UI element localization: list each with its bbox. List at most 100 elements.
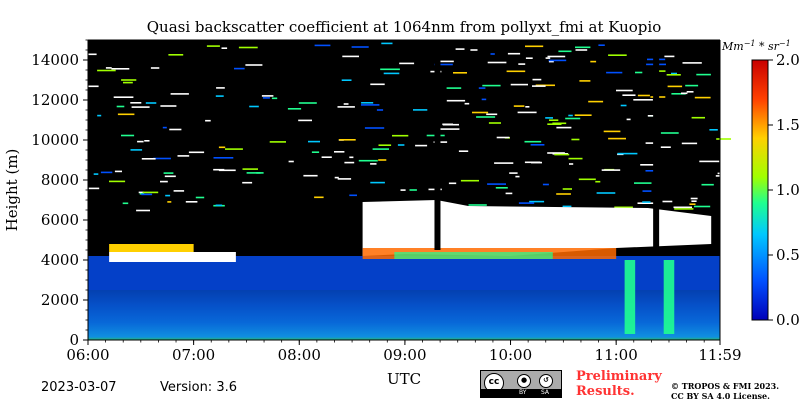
- noise-speck: [709, 129, 718, 131]
- thin-cloud-edge: [109, 244, 194, 252]
- x-tick-label: 10:00: [489, 346, 532, 364]
- noise-speck: [637, 94, 650, 97]
- noise-speck: [343, 103, 349, 105]
- noise-speck: [100, 171, 113, 174]
- noise-speck: [578, 178, 596, 181]
- noise-speck: [476, 116, 496, 118]
- noise-speck: [415, 144, 428, 147]
- noise-speck: [608, 54, 627, 56]
- y-tick-label: 10000: [31, 131, 79, 149]
- noise-speck: [496, 136, 510, 139]
- noise-speck: [674, 208, 694, 210]
- noise-speck: [349, 156, 354, 159]
- noise-speck: [506, 70, 526, 73]
- noise-speck: [376, 109, 384, 111]
- noise-speck: [667, 85, 683, 88]
- noise-speck: [701, 183, 714, 186]
- noise-speck: [88, 187, 100, 190]
- noise-speck: [378, 159, 387, 161]
- noise-speck: [694, 205, 711, 208]
- noise-speck: [571, 138, 580, 141]
- noise-speck: [164, 175, 176, 178]
- boundary-layer: [88, 290, 720, 340]
- noise-speck: [351, 46, 369, 48]
- noise-speck: [409, 189, 417, 191]
- noise-speck: [562, 205, 572, 208]
- cc-sa-label: SA: [541, 389, 550, 396]
- y-tick-label: 12000: [31, 91, 79, 109]
- noise-speck: [568, 157, 583, 160]
- noise-speck: [524, 140, 542, 143]
- noise-speck: [642, 190, 652, 192]
- x-tick-label: 06:00: [66, 346, 109, 364]
- noise-speck: [660, 132, 679, 134]
- noise-speck: [439, 128, 460, 130]
- noise-speck: [472, 111, 489, 114]
- noise-speck: [413, 109, 428, 111]
- y-tick-label: 0: [69, 331, 79, 349]
- y-tick-label: 8000: [41, 171, 79, 189]
- noise-speck: [397, 144, 405, 146]
- noise-speck: [598, 44, 605, 46]
- noise-speck: [358, 159, 378, 162]
- y-tick-label: 6000: [41, 211, 79, 229]
- noise-speck: [487, 61, 507, 64]
- noise-speck: [334, 176, 339, 179]
- noise-speck: [392, 134, 409, 137]
- x-tick-label: 11:59: [698, 346, 741, 364]
- noise-speck: [434, 63, 453, 66]
- noise-speck: [378, 144, 392, 146]
- noise-speck: [515, 175, 520, 178]
- noise-speck: [505, 192, 513, 195]
- noise-speck: [442, 123, 459, 126]
- noise-speck: [608, 137, 626, 140]
- noise-speck: [660, 146, 671, 148]
- signal-gap: [434, 40, 441, 250]
- copyright-line2: CC BY SA 4.0 License.: [671, 391, 770, 401]
- noise-speck: [361, 104, 380, 106]
- signal-gap: [653, 40, 660, 250]
- cc-icon: cc: [484, 373, 504, 393]
- noise-speck: [686, 91, 694, 93]
- noise-speck: [249, 105, 259, 108]
- noise-speck: [242, 181, 253, 184]
- noise-speck: [549, 119, 559, 121]
- noise-speck: [225, 148, 243, 150]
- noise-speck: [221, 47, 228, 49]
- noise-speck: [575, 46, 591, 49]
- noise-speck: [216, 87, 225, 89]
- noise-speck: [111, 68, 130, 70]
- noise-speck: [606, 71, 623, 74]
- y-tick-label: 4000: [41, 251, 79, 269]
- noise-speck: [547, 123, 562, 125]
- noise-speck: [370, 83, 385, 86]
- noise-speck: [436, 60, 454, 63]
- noise-speck: [453, 72, 467, 74]
- noise-speck: [141, 193, 153, 196]
- noise-speck: [116, 105, 125, 108]
- noise-speck: [717, 172, 732, 175]
- noise-speck: [696, 73, 711, 76]
- preliminary-line1: Preliminary: [576, 369, 662, 384]
- noise-speck: [518, 202, 535, 204]
- noise-speck: [372, 148, 389, 150]
- noise-speck: [145, 102, 157, 104]
- noise-speck: [342, 55, 359, 58]
- noise-speck: [130, 102, 142, 104]
- noise-speck: [446, 87, 462, 89]
- noise-speck: [88, 53, 97, 56]
- noise-speck: [163, 172, 174, 174]
- noise-speck: [691, 200, 697, 202]
- chart-title: Quasi backscatter coefficient at 1064nm …: [147, 18, 661, 36]
- colorbar-tick-label: 1.0: [776, 181, 800, 199]
- noise-speck: [532, 78, 542, 81]
- x-tick-label: 07:00: [172, 346, 215, 364]
- noise-speck: [565, 117, 581, 120]
- noise-speck: [341, 79, 352, 81]
- noise-speck: [380, 68, 400, 71]
- noise-speck: [205, 119, 211, 122]
- noise-speck: [242, 168, 258, 170]
- noise-speck: [525, 45, 544, 48]
- cc-by-icon: ●: [517, 374, 531, 388]
- noise-speck: [478, 87, 486, 89]
